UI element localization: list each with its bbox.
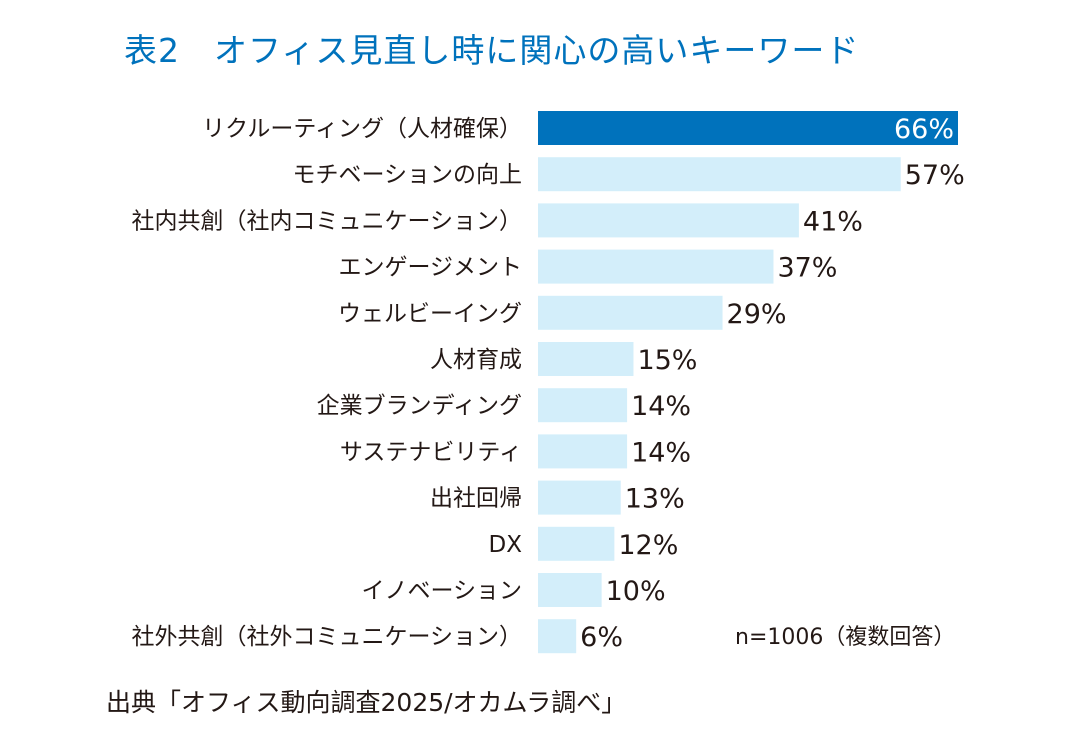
category-label: DX — [489, 532, 523, 558]
value-label: 66% — [894, 114, 954, 145]
bar — [538, 203, 799, 238]
category-label: 社外共創（社外コミュニケーション） — [131, 624, 522, 650]
source-caption: 出典「オフィス動向調査2025/オカムラ調べ」 — [106, 688, 627, 717]
value-label: 37% — [777, 253, 837, 284]
category-label: サステナビリティ — [340, 439, 522, 465]
value-label: 14% — [631, 437, 691, 468]
category-label: リクルーティング（人材確保） — [202, 116, 522, 142]
bar — [538, 619, 577, 654]
bar — [538, 342, 634, 376]
value-label: 12% — [618, 530, 678, 561]
category-label: モチベーションの向上 — [292, 162, 522, 188]
value-label: 14% — [631, 391, 691, 422]
value-label: 57% — [905, 160, 965, 191]
bar — [538, 526, 615, 561]
sample-note: n=1006（複数回答） — [735, 625, 956, 650]
category-label: 企業ブランディング — [317, 393, 522, 419]
value-label: 13% — [625, 484, 685, 515]
value-label: 6% — [580, 622, 623, 653]
category-label: 社内共創（社内コミュニケーション） — [131, 208, 522, 234]
value-label: 41% — [803, 206, 863, 237]
bar — [538, 111, 958, 145]
category-label: 人材育成 — [430, 347, 522, 373]
bar — [538, 249, 774, 284]
bar — [538, 295, 723, 330]
bar — [538, 480, 621, 515]
category-label: ウェルビーイング — [338, 301, 522, 327]
category-label: エンゲージメント — [338, 255, 522, 281]
bar — [538, 157, 901, 192]
bar — [538, 434, 628, 469]
value-label: 10% — [606, 576, 666, 607]
value-label: 29% — [727, 299, 787, 330]
category-label: イノベーション — [361, 578, 522, 604]
chart-title: 表2 オフィス見直し時に関心の高いキーワード — [124, 31, 860, 70]
bar — [538, 573, 602, 607]
bar — [538, 388, 628, 423]
category-label: 出社回帰 — [430, 486, 522, 512]
value-label: 15% — [637, 345, 697, 376]
